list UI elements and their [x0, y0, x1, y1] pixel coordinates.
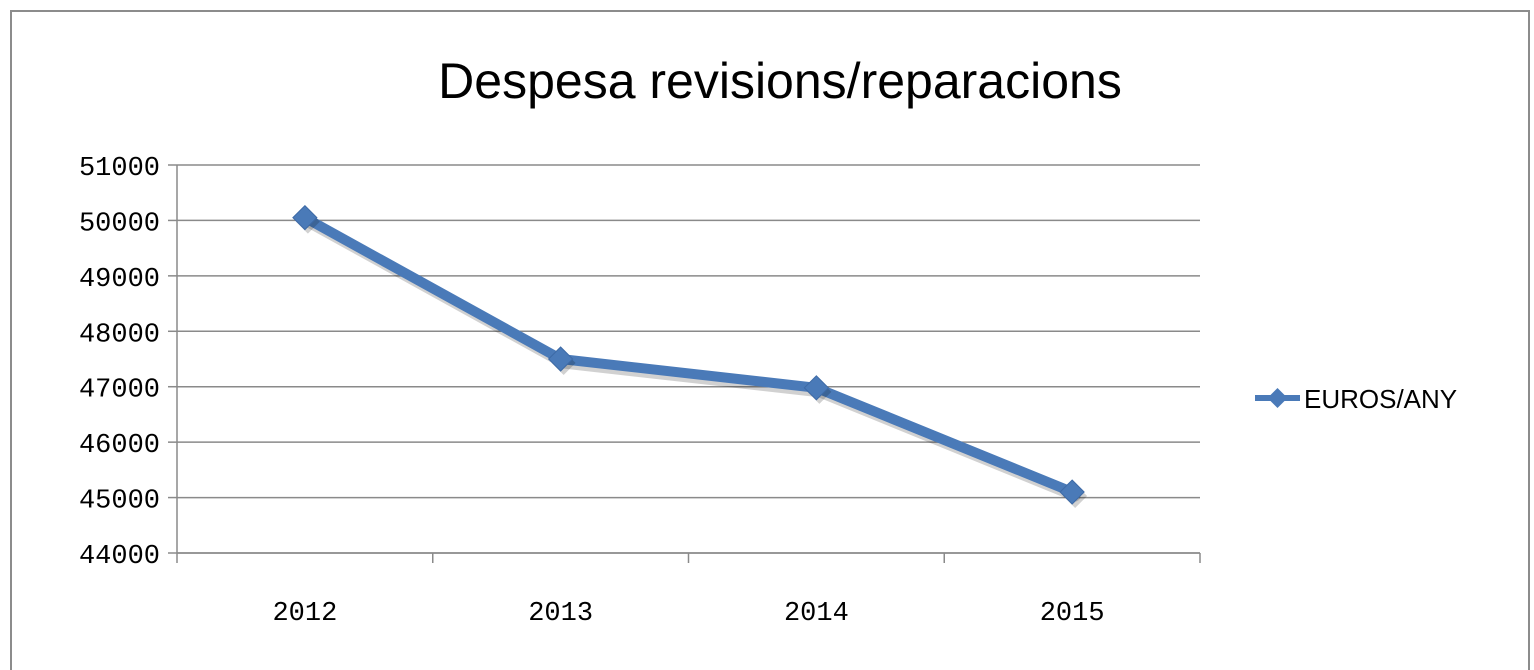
y-tick-label: 44000: [79, 542, 160, 572]
series-line-shadow: [302, 216, 1081, 502]
y-tick-label: 47000: [79, 376, 160, 406]
x-tick-label: 2014: [784, 599, 849, 629]
data-point-2014: [803, 375, 830, 401]
legend: EUROS/ANY: [1255, 384, 1457, 414]
axes: 51000 50000 49000 48000 47000 46000 45000 44000…: [79, 154, 1201, 629]
y-tick-label: 51000: [79, 154, 160, 184]
x-tick-label: 2012: [272, 599, 337, 629]
legend-diamond-marker: [1267, 388, 1288, 408]
x-tick-label: 2015: [1040, 599, 1105, 629]
data-point-2013: [547, 346, 574, 372]
gridlines: [177, 164, 1200, 554]
x-tick-label: 2013: [528, 599, 593, 629]
y-tick-label: 45000: [79, 487, 160, 517]
y-tick-label: 48000: [79, 320, 160, 350]
chart-title: Despesa revisions/reparacions: [438, 53, 1122, 109]
y-tick-label: 46000: [79, 431, 160, 461]
data-point-2012: [292, 204, 318, 231]
legend-label: EUROS/ANY: [1304, 384, 1457, 414]
series-layer: [292, 204, 1088, 509]
y-tick-label: 49000: [79, 265, 160, 295]
y-tick-label: 50000: [79, 209, 160, 239]
data-point-2015: [1059, 479, 1085, 505]
chart-frame: [10, 10, 1530, 670]
series-line: [299, 212, 1078, 498]
